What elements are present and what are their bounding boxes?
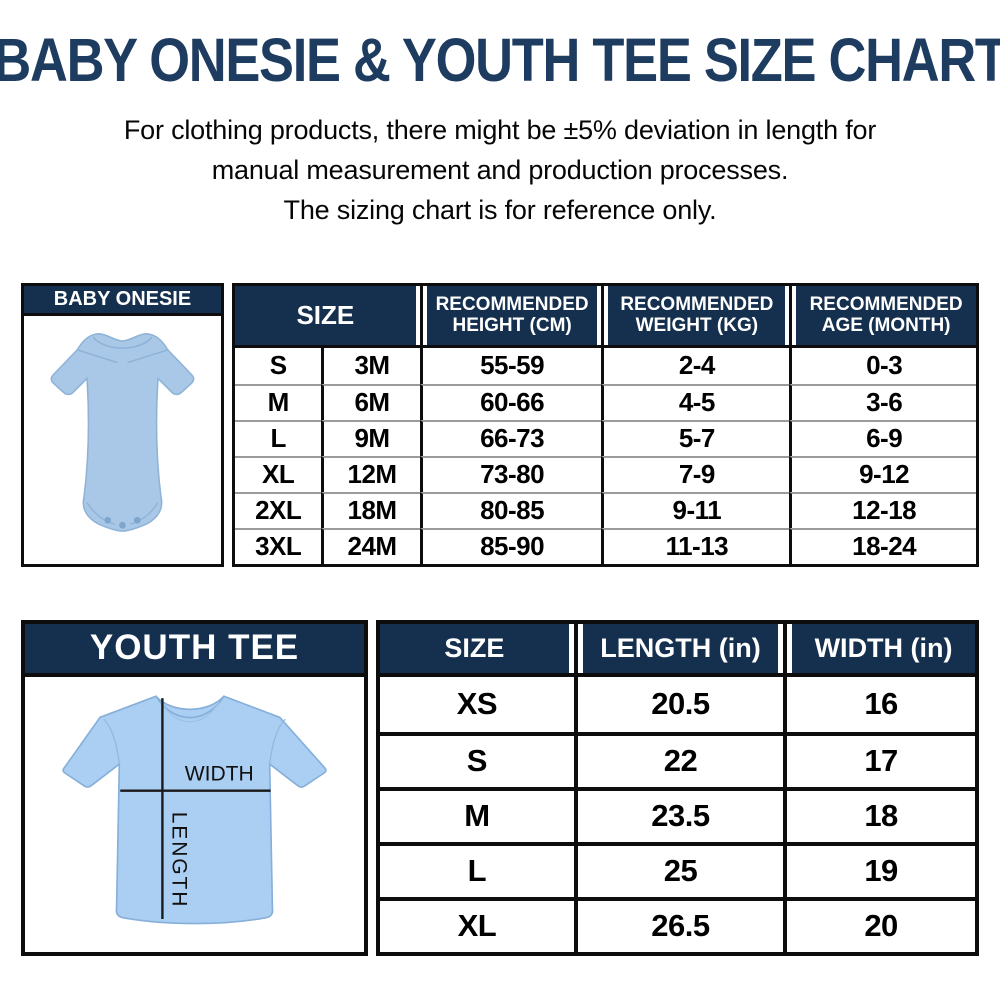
- youth-tee-image: WIDTH LENGTH: [25, 676, 364, 952]
- onesie-col-header-age: RECOMMENDED AGE (MONTH): [796, 285, 976, 345]
- onesie-cell: 12-18: [789, 491, 976, 528]
- onesie-cell: 5-7: [601, 419, 790, 456]
- tee-cell: M: [380, 786, 574, 842]
- tee-cell: L: [380, 841, 574, 897]
- tee-cell: S: [380, 731, 574, 787]
- tee-header-size-cell: SIZE: [380, 623, 574, 677]
- tee-cell: 22: [573, 731, 784, 787]
- onesie-cell: 9-12: [789, 455, 976, 492]
- onesie-cell: 7-9: [601, 455, 790, 492]
- onesie-cell: 73-80: [419, 455, 602, 492]
- length-measure-label: LENGTH: [168, 812, 191, 909]
- tee-col-header-size: SIZE: [380, 623, 569, 673]
- tee-cell: 25: [573, 841, 784, 897]
- tee-header-width-cell: WIDTH (in): [783, 623, 975, 677]
- tee-cell: 20: [783, 896, 975, 952]
- tee-cell: 17: [783, 731, 975, 787]
- baby-onesie-panel-title: BABY ONESIE: [24, 285, 221, 316]
- title-row: BABY ONESIE & YOUTH TEE SIZE CHART: [0, 30, 1000, 91]
- baby-onesie-illustration: [50, 332, 195, 532]
- onesie-cell: 55-59: [419, 347, 602, 384]
- onesie-cell: 3XL: [235, 527, 322, 564]
- onesie-header-size-cell: SIZE: [235, 285, 420, 348]
- onesie-cell: 60-66: [419, 383, 602, 420]
- onesie-cell: 18M: [321, 491, 420, 528]
- tee-cell: 20.5: [573, 676, 784, 732]
- tee-col-header-width: WIDTH (in): [792, 623, 975, 673]
- youth-tee-panel: YOUTH TEE WIDTH LENGTH: [21, 619, 368, 956]
- tee-cell: XL: [380, 896, 574, 952]
- onesie-cell: S: [235, 347, 322, 384]
- onesie-cell: 24M: [321, 527, 420, 564]
- onesie-cell: 9M: [321, 419, 420, 456]
- onesie-cell: 0-3: [789, 347, 976, 384]
- onesie-cell: 85-90: [419, 527, 602, 564]
- onesie-header-age-cell: RECOMMENDED AGE (MONTH): [789, 285, 976, 348]
- page-title: BABY ONESIE & YOUTH TEE SIZE CHART: [0, 26, 1000, 94]
- onesie-cell: XL: [235, 455, 322, 492]
- tee-col-header-length: LENGTH (in): [582, 623, 779, 673]
- baby-onesie-size-table: BABY ONESIE SIZE RECOMMENDED HEIGHT: [21, 282, 979, 567]
- onesie-cell: 3M: [321, 347, 420, 384]
- onesie-cell: 6-9: [789, 419, 976, 456]
- onesie-col-header-height: RECOMMENDED HEIGHT (CM): [426, 285, 598, 345]
- disclaimer-line-1: For clothing products, there might be ±5…: [123, 115, 877, 145]
- onesie-cell: 2-4: [601, 347, 790, 384]
- onesie-cell: 80-85: [419, 491, 602, 528]
- onesie-cell: 6M: [321, 383, 420, 420]
- youth-tee-panel-title: YOUTH TEE: [25, 623, 364, 677]
- tee-cell: 23.5: [573, 786, 784, 842]
- tee-cell: 19: [783, 841, 975, 897]
- onesie-cell: 9-11: [601, 491, 790, 528]
- onesie-cell: 11-13: [601, 527, 790, 564]
- onesie-cell: 66-73: [419, 419, 602, 456]
- tee-cell: 26.5: [573, 896, 784, 952]
- tee-cell: XS: [380, 676, 574, 732]
- onesie-cell: 18-24: [789, 527, 976, 564]
- onesie-cell: L: [235, 419, 322, 456]
- baby-onesie-grid: SIZE RECOMMENDED HEIGHT (CM) RECOMMENDED…: [232, 282, 979, 567]
- onesie-cell: M: [235, 383, 322, 420]
- onesie-header-height-cell: RECOMMENDED HEIGHT (CM): [419, 285, 602, 348]
- onesie-col-header-weight: RECOMMENDED WEIGHT (KG): [608, 285, 786, 345]
- disclaimer-line-3: The sizing chart is for reference only.: [283, 194, 717, 225]
- onesie-cell: 12M: [321, 455, 420, 492]
- onesie-col-header-size: SIZE: [235, 285, 416, 345]
- youth-tee-illustration: WIDTH LENGTH: [62, 695, 327, 925]
- tee-cell: 18: [783, 786, 975, 842]
- youth-tee-grid: SIZE LENGTH (in) WIDTH (in) XS 20.5 16 S…: [376, 619, 979, 956]
- onesie-header-weight-cell: RECOMMENDED WEIGHT (KG): [601, 285, 790, 348]
- width-measure-label: WIDTH: [185, 762, 254, 785]
- tee-header-length-cell: LENGTH (in): [573, 623, 784, 677]
- tee-cell: 16: [783, 676, 975, 732]
- youth-tee-size-table: YOUTH TEE WIDTH LENGTH SIZE: [21, 619, 979, 956]
- baby-onesie-image: [24, 315, 221, 564]
- onesie-cell: 2XL: [235, 491, 322, 528]
- baby-onesie-panel: BABY ONESIE: [21, 282, 224, 567]
- onesie-cell: 4-5: [601, 383, 790, 420]
- disclaimer-text: For clothing products, there might be ±5…: [21, 111, 979, 231]
- disclaimer-line-2: manual measurement and production proces…: [211, 154, 789, 185]
- onesie-cell: 3-6: [789, 383, 976, 420]
